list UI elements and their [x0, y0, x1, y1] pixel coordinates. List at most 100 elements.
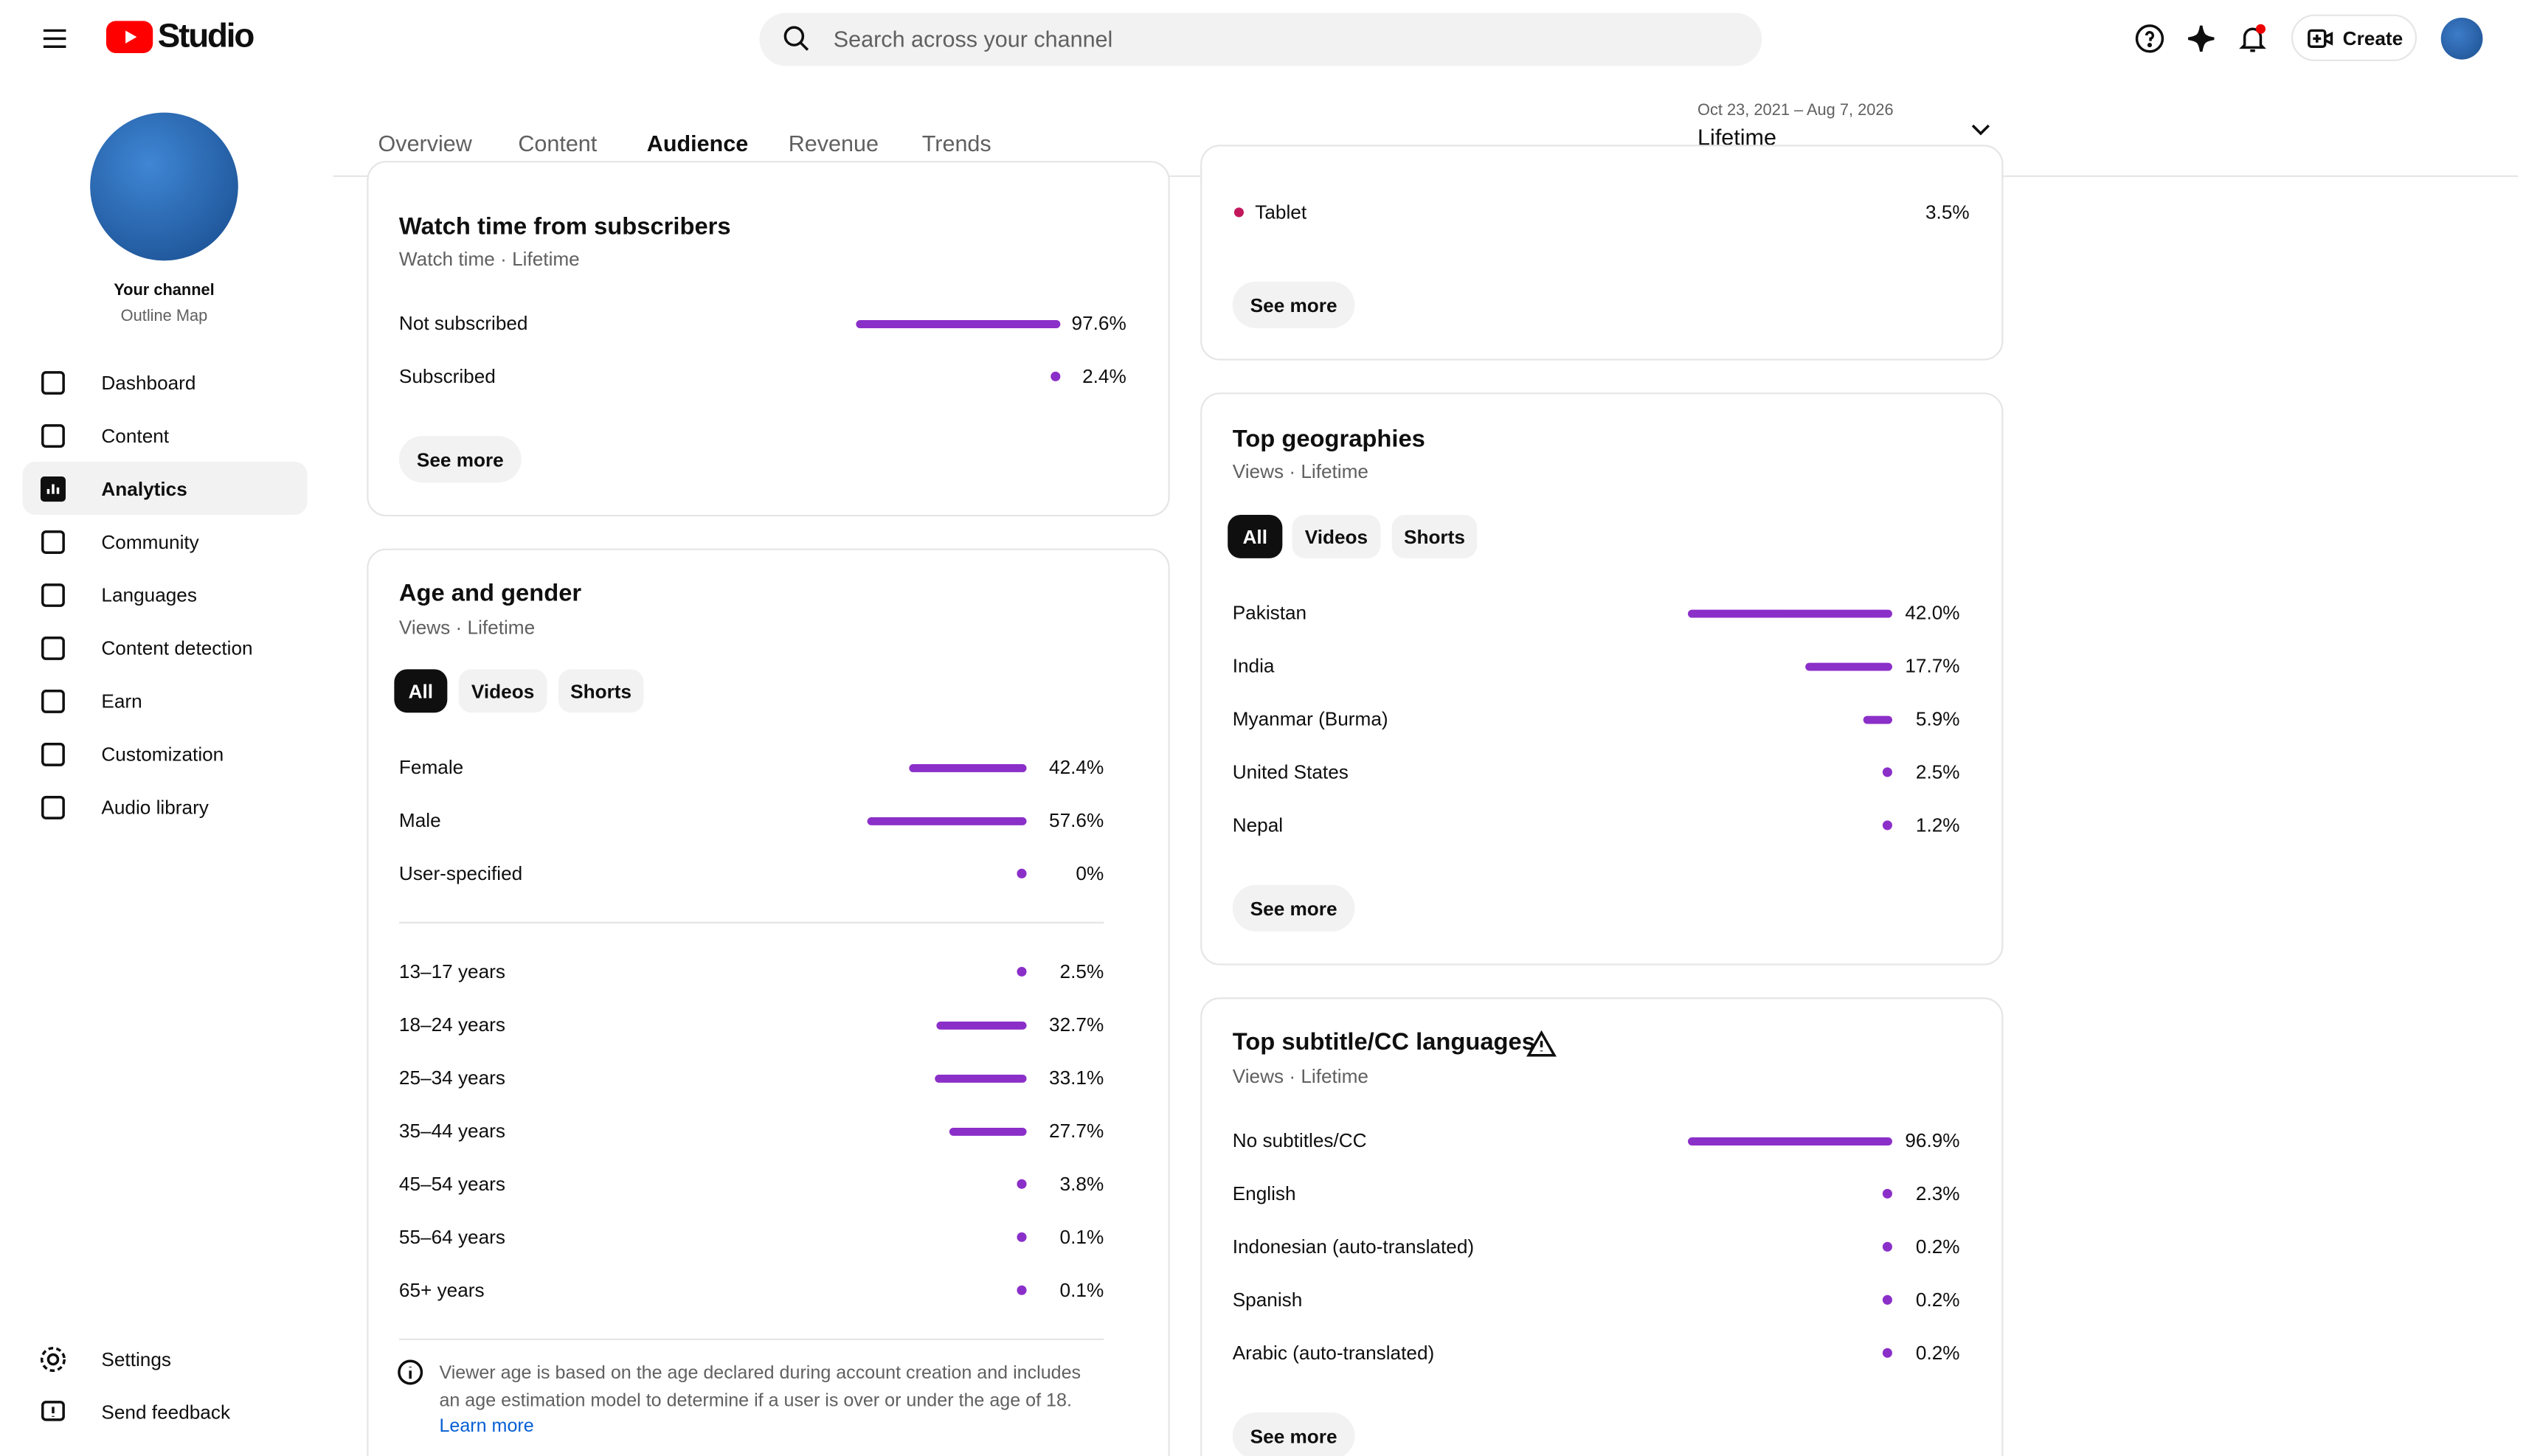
filter-label[interactable]: Videos [1304, 525, 1368, 548]
bar [856, 319, 1061, 327]
row-label: 55–64 years [398, 1225, 505, 1249]
nav-item[interactable]: Audio library [101, 796, 209, 819]
nav-item[interactable]: Analytics [101, 477, 187, 501]
bar-dot [1882, 1348, 1892, 1358]
nav-icon [37, 526, 69, 558]
card-title: Age and gender [398, 580, 582, 608]
notifications-icon[interactable] [2237, 23, 2269, 55]
tab[interactable]: Content [518, 130, 598, 156]
menu-icon[interactable] [38, 23, 71, 55]
row-label: User-specified [398, 862, 523, 885]
nav-item[interactable]: Customization [101, 743, 224, 766]
card-subtitle: Watch time · Lifetime [398, 247, 580, 271]
nav-item[interactable]: Earn [101, 690, 142, 713]
bar-dot [1017, 1232, 1027, 1242]
row-value: 32.7% [1049, 1013, 1104, 1036]
search-placeholder: Search across your channel [833, 25, 1113, 52]
tab[interactable]: Trends [921, 130, 991, 156]
filter-label[interactable]: Videos [471, 679, 535, 703]
nav-icon [37, 367, 69, 399]
nav-item[interactable]: Community [101, 530, 199, 554]
logo-text[interactable]: Studio [157, 17, 255, 55]
row-value: 0.1% [1059, 1225, 1104, 1249]
tab[interactable]: Revenue [788, 130, 879, 156]
row-label: 18–24 years [398, 1013, 505, 1036]
tab[interactable]: Audience [646, 130, 749, 156]
create-label: Create [2342, 27, 2403, 50]
filter-chip[interactable] [1292, 514, 1381, 558]
see-more-button[interactable] [1232, 281, 1355, 328]
card-subtitle: Views · Lifetime [1232, 460, 1368, 483]
nav-item[interactable]: Content detection [101, 637, 253, 660]
row-value: 0.2% [1915, 1342, 1960, 1365]
search-box[interactable] [759, 13, 1762, 66]
sparkle-icon[interactable] [2185, 23, 2218, 55]
see-more-button[interactable] [398, 436, 522, 483]
filter-label[interactable]: Shorts [1403, 525, 1465, 548]
card-subtitle: Views · Lifetime [1232, 1064, 1368, 1088]
filter-chip[interactable] [558, 669, 644, 713]
create-button[interactable] [2291, 14, 2418, 61]
row-value: 27.7% [1049, 1120, 1104, 1143]
bar-dot [1017, 1179, 1027, 1189]
divider [398, 1338, 1104, 1340]
help-icon[interactable] [2133, 23, 2166, 55]
bar [1806, 662, 1892, 670]
dropdown-icon[interactable] [1965, 113, 1997, 145]
row-label: Myanmar (Burma) [1232, 707, 1388, 731]
nav-icon [37, 738, 69, 771]
nav-item[interactable]: Dashboard [101, 371, 196, 395]
bar-dot [1017, 1285, 1027, 1295]
row-value: 42.0% [1905, 601, 1960, 625]
filter-chip[interactable] [1391, 514, 1478, 558]
channel-title: Your channel [114, 282, 215, 300]
bar [1687, 1136, 1892, 1145]
filter-label[interactable]: Shorts [570, 679, 632, 703]
nav-item[interactable]: Send feedback [101, 1401, 231, 1424]
see-more-label: See more [416, 448, 504, 471]
row-value: 33.1% [1049, 1067, 1104, 1089]
search-icon[interactable] [781, 23, 813, 55]
card [1200, 997, 2004, 1456]
row-value: 0.2% [1915, 1289, 1960, 1311]
nav-item[interactable]: Content [101, 424, 170, 448]
row-label: Male [398, 809, 441, 832]
card-title: Top subtitle/CC languages [1232, 1028, 1535, 1056]
row-label: Tablet [1255, 201, 1307, 224]
filter-chip[interactable] [394, 669, 448, 713]
bar [1863, 715, 1892, 724]
nav-icon [37, 791, 69, 824]
row-value: 42.4% [1049, 756, 1104, 779]
row-label: Spanish [1232, 1289, 1303, 1311]
see-more-button[interactable] [1232, 884, 1355, 932]
nav-item[interactable]: Languages [101, 583, 197, 607]
learn-more-link[interactable]: Learn more [439, 1417, 534, 1437]
row-value: 2.4% [1082, 365, 1126, 388]
create-icon [2304, 23, 2336, 55]
nav-icon [37, 1343, 69, 1376]
nav-active-bg [22, 461, 308, 515]
see-more-button[interactable] [1232, 1412, 1355, 1456]
row-value: 3.5% [1925, 201, 1970, 224]
filter-label[interactable]: All [1242, 525, 1267, 548]
row-value: 96.9% [1905, 1129, 1960, 1152]
row-label: Indonesian (auto-translated) [1232, 1235, 1475, 1258]
bar [1687, 609, 1892, 617]
nav-icon [37, 632, 69, 665]
filter-label[interactable]: All [408, 679, 434, 703]
nav-item[interactable]: Settings [101, 1348, 171, 1371]
tab[interactable]: Overview [378, 130, 472, 156]
bar-dot [1017, 868, 1027, 878]
row-label: 25–34 years [398, 1067, 505, 1089]
row-label: Nepal [1232, 814, 1284, 837]
filter-chip[interactable] [458, 669, 547, 713]
row-label: Pakistan [1232, 601, 1307, 625]
logo-icon[interactable] [105, 21, 153, 53]
row-value: 5.9% [1915, 707, 1960, 731]
channel-avatar[interactable] [90, 112, 238, 261]
nav-icon [37, 1396, 69, 1429]
row-label: 65+ years [398, 1278, 485, 1302]
account-avatar[interactable] [2440, 17, 2483, 60]
filter-chip[interactable] [1228, 514, 1283, 558]
bar [935, 1073, 1027, 1082]
